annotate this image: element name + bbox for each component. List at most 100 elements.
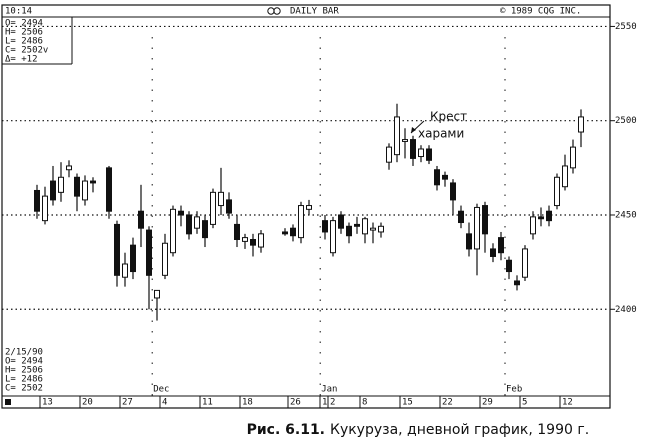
info-line: O= 2494 <box>5 19 43 29</box>
candle-body <box>506 259 512 273</box>
candle-body <box>114 223 120 276</box>
candle-body <box>186 214 192 235</box>
candle-body <box>138 210 144 229</box>
x-tick-label: 29 <box>482 398 493 408</box>
x-tick-label: 27 <box>122 398 133 408</box>
candle-body <box>474 206 480 250</box>
arrow-head <box>411 127 416 133</box>
candle-body <box>226 199 232 214</box>
candle-body <box>338 214 344 229</box>
candle-body <box>410 139 416 159</box>
x-tick-label: 13 <box>42 398 53 408</box>
y-tick-label: 2550 <box>615 22 637 32</box>
frame <box>1 4 611 409</box>
y-tick-label: 2400 <box>615 305 637 315</box>
y-tick-label: 2500 <box>615 116 637 126</box>
info-line: Δ= +12 <box>5 55 38 65</box>
candle-body <box>290 227 296 237</box>
candle-body <box>450 182 456 201</box>
candle-body <box>386 146 392 163</box>
candle-body <box>106 167 112 212</box>
candle-body <box>522 248 528 278</box>
candle-body <box>162 242 168 276</box>
candle-body <box>546 210 552 222</box>
axis-marker <box>5 399 11 405</box>
candle-body <box>378 225 384 233</box>
candle-body <box>242 237 248 242</box>
candle-body <box>442 174 448 180</box>
x-tick-label: 20 <box>82 398 93 408</box>
candle-body <box>66 165 72 171</box>
info-line: H= 2506 <box>5 28 43 38</box>
candle-body <box>74 176 80 197</box>
candle-body <box>426 148 432 161</box>
candle-body <box>370 227 376 231</box>
candle-body <box>498 237 504 254</box>
x-tick-label: 12 <box>562 398 573 408</box>
candle-body <box>482 205 488 235</box>
caption: Кукуруза, дневной график, 1990 г. <box>330 422 589 438</box>
x-tick-label: 2 <box>330 398 335 408</box>
candle-body <box>458 210 464 224</box>
info-line: L= 2486 <box>5 37 43 47</box>
info-line: O= 2494 <box>5 357 43 367</box>
info-line: L= 2486 <box>5 375 43 385</box>
candle-body <box>178 210 184 216</box>
month-label: Dec <box>153 385 169 395</box>
info-line: C= 2502v <box>5 46 48 56</box>
copyright: © 1989 CQG INC. <box>500 7 581 17</box>
x-tick-label: 22 <box>442 398 453 408</box>
candle-body <box>202 220 208 239</box>
candle-body <box>218 191 224 207</box>
candle-body <box>130 244 136 273</box>
candle-body <box>210 191 216 225</box>
month-label: Jan <box>321 385 337 395</box>
time: 10:14 <box>5 7 32 17</box>
caption-label: Рис. 6.11. <box>247 422 325 438</box>
candle-body <box>570 146 576 169</box>
candle-body <box>330 220 336 254</box>
x-tick-label: 4 <box>162 398 167 408</box>
x-tick-label: 18 <box>242 398 253 408</box>
logo <box>267 7 275 15</box>
candle-body <box>578 116 584 133</box>
candle-body <box>346 225 352 237</box>
candle-body <box>354 223 360 227</box>
candle-body <box>154 289 160 299</box>
info-line: H= 2506 <box>5 366 43 376</box>
x-tick-label: 1 <box>322 398 327 408</box>
chart-title: DAILY BAR <box>290 7 339 17</box>
x-tick-label: 11 <box>202 398 213 408</box>
candle-body <box>434 169 440 186</box>
candle-body <box>530 216 536 235</box>
info-line: 2/15/90 <box>5 348 43 358</box>
candle-body <box>298 205 304 239</box>
y-tick-label: 2450 <box>615 210 637 220</box>
candle-body <box>58 176 64 193</box>
candle-body <box>250 238 256 246</box>
candle-body <box>170 208 176 254</box>
candle-body <box>122 263 128 278</box>
candle-body <box>42 195 48 222</box>
candle-body <box>194 216 200 229</box>
x-tick-label: 26 <box>290 398 301 408</box>
candle-body <box>306 205 312 210</box>
candle-body <box>402 139 408 142</box>
logo <box>273 7 281 15</box>
candle-body <box>90 180 96 184</box>
candle-body <box>562 165 568 188</box>
candle-body <box>490 248 496 257</box>
candle-body <box>146 229 152 276</box>
candle-body <box>394 116 400 156</box>
candle-body <box>282 231 288 235</box>
info-line: C= 2502 <box>5 384 43 394</box>
candle-body <box>258 233 264 248</box>
candle-body <box>466 233 472 250</box>
candle-body <box>538 216 544 220</box>
candle-body <box>514 280 520 286</box>
candle-body <box>50 180 56 201</box>
candle-body <box>34 189 40 212</box>
candle-body <box>418 148 424 158</box>
